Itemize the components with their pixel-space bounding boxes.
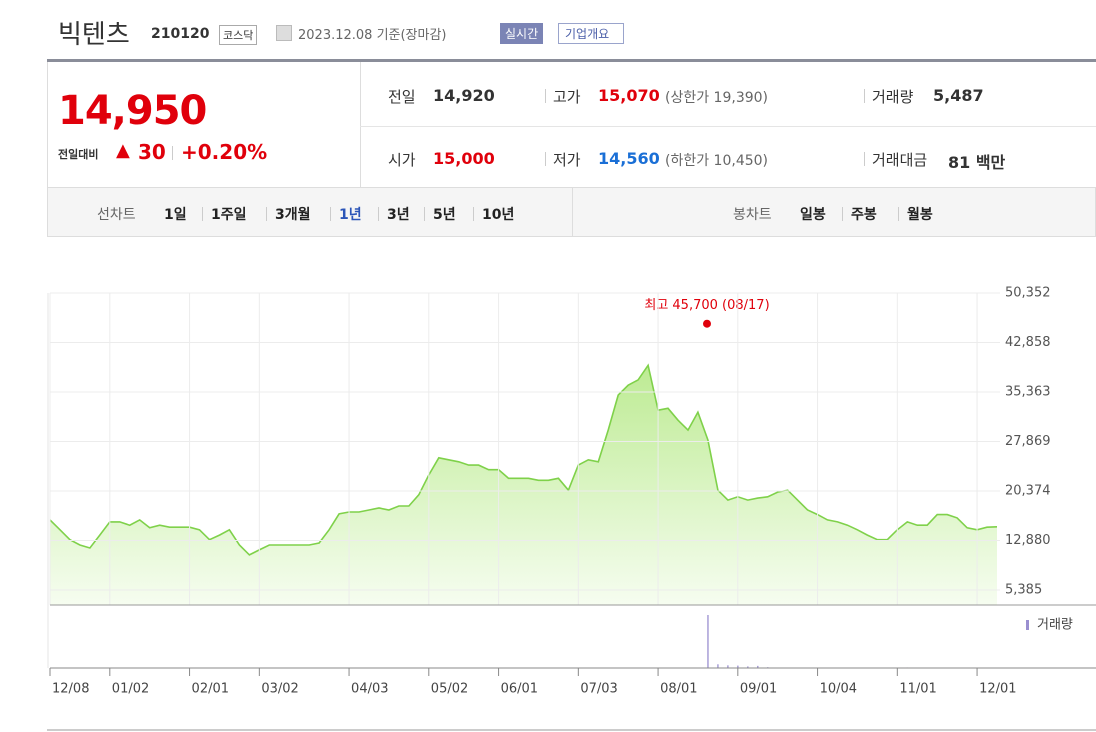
chart: 최저 9,050 (02/24)최고 45,700 (08/17)12/0111… [47,286,1096,731]
x-tick-label: 10/04 [820,682,857,697]
x-tick-label: 04/03 [351,682,388,697]
y-tick-label: 27,869 [1005,434,1051,449]
up-icon: ▲ [116,140,130,161]
change-label: 전일대비 [58,148,99,161]
tab-separator [898,207,899,221]
x-tick-label: 02/01 [192,682,229,697]
change: 30 [138,140,166,164]
tab[interactable]: 일봉 [800,207,826,223]
tab[interactable]: 1년 [339,207,362,223]
tab-separator [842,207,843,221]
volume-bar [707,615,709,668]
change-pct: +0.20% [181,140,268,164]
market-badge: 코스닥 [219,25,258,45]
base-date: 2023.12.08 기준(장마감) [298,28,447,43]
row-rule [360,126,1096,127]
low-label: 저가 [553,151,581,169]
high-label: 고가 [553,88,581,106]
realtime-button[interactable]: 실시간 [500,23,544,44]
amount: 81 백만 [948,153,1006,172]
tab[interactable]: 3년 [387,207,410,223]
low: 14,560 [598,149,660,168]
candle-chart-label: 봉차트 [733,207,772,223]
line-chart-label: 선차트 [97,207,136,223]
x-tick-label: 06/01 [501,682,538,697]
volume: 5,487 [933,86,984,105]
y-tick-label: 20,374 [1005,484,1051,499]
price: 14,950 [58,88,207,134]
y-tick-label: 35,363 [1005,385,1051,400]
price-line [49,363,998,556]
top-rule [47,59,1096,62]
x-tick-label: 12/01 [979,682,1016,697]
prev-label: 전일 [388,88,416,106]
x-tick-label: 12/08 [52,682,89,697]
amount-label: 거래대금 [872,151,928,169]
open-label: 시가 [388,151,416,169]
volume-legend-swatch [1026,620,1029,630]
upper-limit: (상한가 19,390) [665,90,769,106]
volume-bar [717,664,719,668]
volume-bar [747,666,749,668]
tab[interactable]: 1주일 [211,207,247,223]
tab-separator [378,207,379,221]
tab[interactable]: 5년 [433,207,456,223]
stock-name: 빅텐츠 [58,20,130,50]
company-button[interactable]: 기업개요 [558,23,625,44]
tab-separator [202,207,203,221]
x-tick-label: 08/01 [660,682,697,697]
tab-separator [266,207,267,221]
x-tick-label: 03/02 [261,682,298,697]
x-tick-label: 09/01 [740,682,777,697]
tab-bar [47,188,1096,237]
y-tick-label: 5,385 [1005,583,1042,598]
volume-label: 거래량 [872,88,914,106]
y-tick-label: 42,858 [1005,335,1051,350]
tab-separator [424,207,425,221]
box-rule [47,187,1096,188]
tab-separator [473,207,474,221]
calendar-icon [276,25,292,41]
stock-code: 210120 [151,26,210,42]
tab[interactable]: 3개월 [275,207,311,223]
prev: 14,920 [433,86,495,105]
x-tick-label: 01/02 [112,682,149,697]
open: 15,000 [433,149,495,168]
y-tick-label: 12,880 [1005,533,1051,548]
tab-divider [572,188,573,236]
tab[interactable]: 주봉 [851,207,877,223]
volume-legend: 거래량 [1037,618,1073,633]
volume-bar [757,665,759,668]
extreme-dot [703,319,711,328]
y-tick-label: 50,352 [1005,286,1051,301]
extreme-label: 최고 45,700 (08/17) [644,298,769,313]
tab[interactable]: 10년 [482,207,515,223]
tab[interactable]: 1일 [164,207,187,223]
x-tick-label: 05/02 [431,682,468,697]
tab[interactable]: 월봉 [907,207,933,223]
high: 15,070 [598,86,660,105]
lower-limit: (하한가 10,450) [665,153,769,169]
volume-bar [727,665,729,668]
volume-bar [737,665,739,668]
price-area [50,365,997,605]
price-box [47,62,361,187]
x-tick-label: 11/01 [899,682,936,697]
x-tick-label: 07/03 [580,682,617,697]
tab-separator [330,207,331,221]
